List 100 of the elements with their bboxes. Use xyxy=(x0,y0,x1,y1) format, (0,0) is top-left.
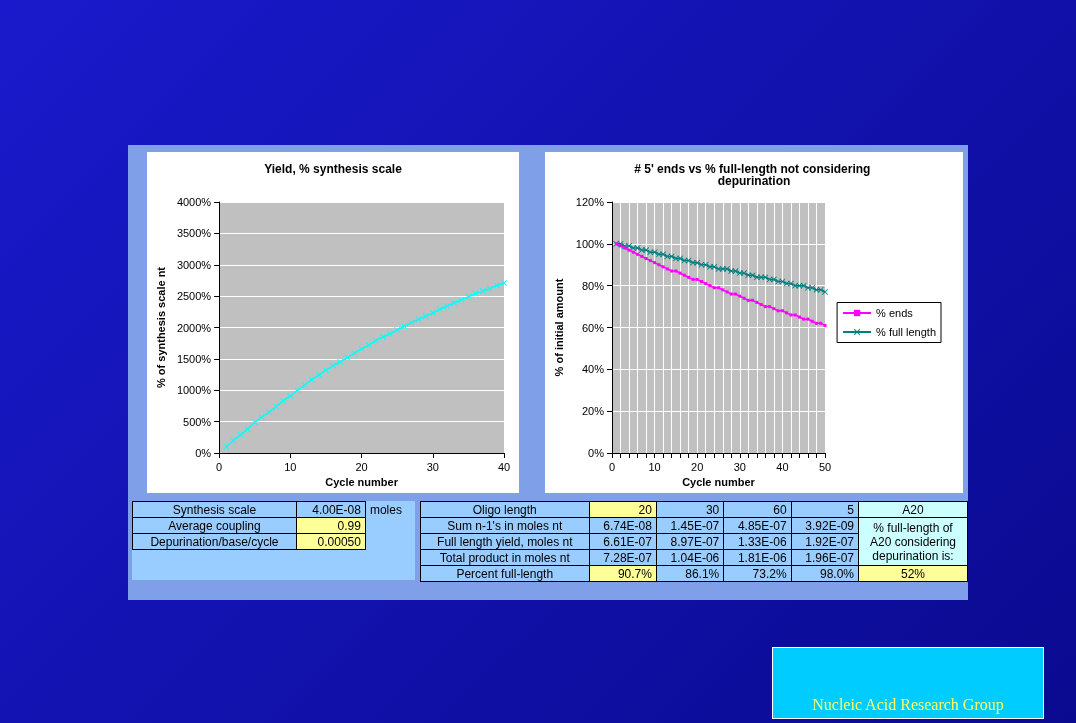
point xyxy=(640,254,644,258)
point xyxy=(287,392,294,399)
point xyxy=(315,372,322,379)
point xyxy=(804,284,811,291)
point xyxy=(672,255,679,262)
point xyxy=(695,277,699,281)
point xyxy=(691,277,695,281)
text: 86.1% xyxy=(656,565,724,582)
point xyxy=(623,246,627,250)
x-tick-label: 30 xyxy=(426,460,439,473)
point xyxy=(670,269,674,273)
y-tick-label: 3000% xyxy=(176,258,212,271)
point xyxy=(704,282,708,286)
point xyxy=(732,268,739,275)
point xyxy=(758,274,765,281)
text: 6.61E-07 xyxy=(589,533,657,550)
point xyxy=(266,409,272,416)
y-axis-title: % of synthesis scale nt xyxy=(154,266,167,389)
point xyxy=(322,367,329,374)
point xyxy=(337,359,344,366)
text: Average coupling xyxy=(132,517,297,534)
text: Percent full-length xyxy=(420,565,590,582)
point xyxy=(724,265,731,272)
x-tick-label: 10 xyxy=(648,460,661,473)
point xyxy=(792,282,799,289)
point xyxy=(444,303,451,310)
point xyxy=(715,265,722,272)
text: 52% xyxy=(858,565,968,582)
x-tick-label: 30 xyxy=(733,460,746,473)
point xyxy=(451,300,458,307)
text: 8.97E-07 xyxy=(656,533,724,550)
point xyxy=(665,267,669,271)
point xyxy=(721,288,725,292)
x-axis-title: Cycle number xyxy=(325,476,399,489)
text: Sum n-1's in moles nt xyxy=(420,517,590,534)
point xyxy=(770,276,777,283)
point xyxy=(753,274,760,281)
point xyxy=(661,265,665,269)
point xyxy=(660,251,667,258)
y-tick-label: 1000% xyxy=(176,384,212,397)
point xyxy=(619,244,623,248)
point xyxy=(763,305,767,309)
point xyxy=(802,317,806,321)
point xyxy=(394,327,401,334)
point xyxy=(223,443,230,450)
point xyxy=(729,292,733,296)
y-tick-label: 100% xyxy=(575,237,605,250)
point xyxy=(819,321,823,325)
x-tick-label: 50 xyxy=(818,460,832,473)
point xyxy=(817,286,824,293)
point xyxy=(780,309,784,313)
point xyxy=(742,296,746,300)
point xyxy=(244,426,251,433)
point xyxy=(797,315,801,319)
x-tick-label: 40 xyxy=(497,460,511,473)
point xyxy=(717,286,720,290)
text: Synthesis scale xyxy=(132,501,297,518)
text: Oligo length xyxy=(420,501,590,518)
y-tick-label: 40% xyxy=(581,363,605,376)
text: 1.92E-07 xyxy=(791,533,859,550)
text: 30 xyxy=(656,501,724,518)
y-tick-label: 0% xyxy=(195,447,212,459)
point xyxy=(785,311,789,315)
x-tick-label: 20 xyxy=(355,460,368,473)
point xyxy=(674,269,678,273)
text: Full length yield, moles nt xyxy=(420,533,590,550)
point xyxy=(501,279,507,286)
point xyxy=(772,307,776,311)
y-tick-label: 3500% xyxy=(176,227,212,240)
point xyxy=(708,284,712,288)
point xyxy=(643,247,650,254)
point xyxy=(734,292,738,296)
point xyxy=(823,323,827,327)
point xyxy=(822,288,828,295)
y-tick-label: 0% xyxy=(588,447,605,459)
text: 20 xyxy=(589,501,657,518)
point xyxy=(436,306,443,313)
point xyxy=(636,252,640,256)
point xyxy=(706,263,713,270)
point xyxy=(621,242,628,249)
y-tick-label: 80% xyxy=(581,279,605,292)
text: 1.33E-06 xyxy=(723,533,792,550)
text: 0.99 xyxy=(296,517,366,534)
point xyxy=(810,319,814,323)
point xyxy=(644,256,648,260)
point xyxy=(678,271,682,275)
text: 1.04E-06 xyxy=(656,549,724,566)
text: 0.00050 xyxy=(296,533,366,550)
point xyxy=(627,248,631,252)
text: 4.85E-07 xyxy=(723,517,792,534)
point xyxy=(631,250,635,254)
point xyxy=(711,263,718,270)
text: 4.00E-08 xyxy=(296,501,366,518)
text: Nucleic Acid Research Group xyxy=(811,696,1005,714)
point xyxy=(493,282,500,289)
text: 7.28E-07 xyxy=(589,549,657,566)
point xyxy=(422,313,429,320)
text: A20 xyxy=(858,501,968,518)
text: Total product in moles nt xyxy=(420,549,590,566)
point xyxy=(745,272,752,279)
